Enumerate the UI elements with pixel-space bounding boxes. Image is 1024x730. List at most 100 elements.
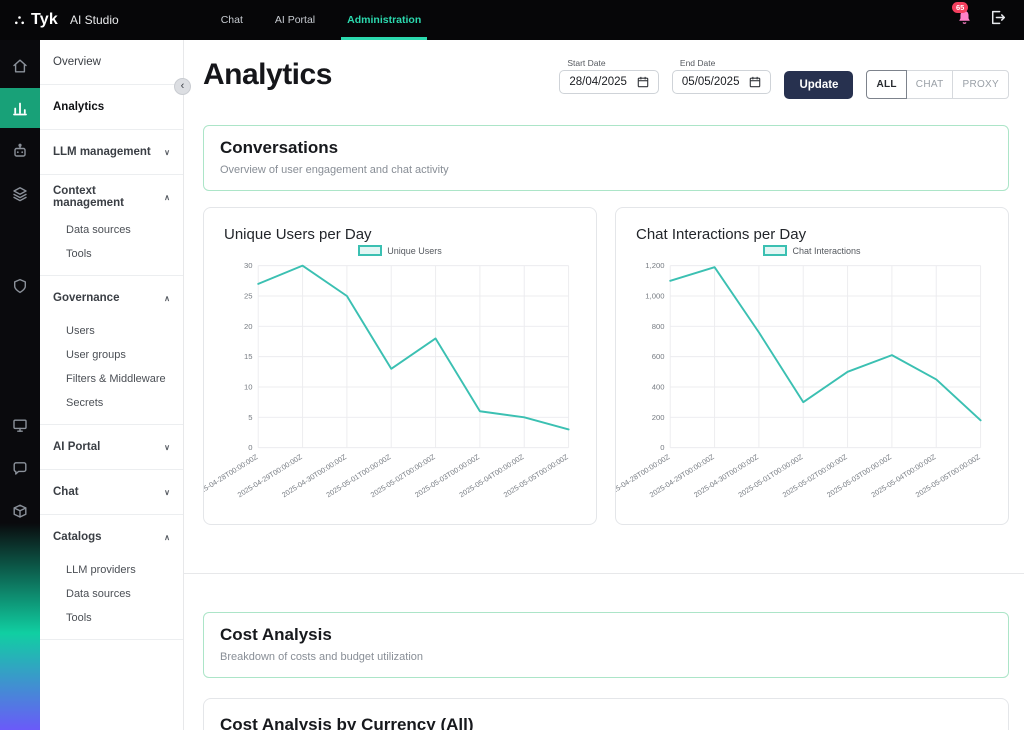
svg-text:5: 5 [248,413,252,422]
end-date-input[interactable]: 05/05/2025 [671,70,772,94]
sidebar-item-llm-providers[interactable]: LLM providers [40,558,183,582]
rail-chat-button[interactable] [0,448,40,488]
conversations-title: Conversations [220,138,339,157]
rail-analytics-button[interactable] [0,88,40,128]
rail-portal-button[interactable] [0,405,40,445]
chart-svg: 0510152025302025-04-28T00:00:00Z2025-04-… [204,261,570,499]
sidebar-group: Overview [40,40,183,85]
analytics-icon [13,102,27,116]
sidebar-item-chat[interactable]: Chat ∨ [40,471,183,513]
cost-currency-title: Cost Analysis by Currency (All) [220,715,474,730]
sidebar-item-user-groups[interactable]: User groups [40,343,183,367]
header-controls: Start Date 28/04/2025 End Date 05/05/202… [559,58,1009,99]
page-header: Analytics Start Date 28/04/2025 End Date… [203,58,1009,99]
sidebar-item-label: AI Portal [53,441,101,453]
home-icon [13,59,27,73]
chart-title: Chat Interactions per Day [636,226,807,243]
filter-segmented: ALL CHAT PROXY [866,70,1009,99]
sidebar-item-tools[interactable]: Tools [40,606,183,630]
sidebar-item-context-management[interactable]: Context management ∧ [40,176,183,218]
sidebar: Overview Analytics LLM management ∨ Context … [40,40,184,730]
sidebar-item-label: Data sources [66,588,131,600]
chevron-down-icon: ∨ [164,147,170,157]
rail-catalogs-button[interactable] [0,491,40,531]
filter-chat-button[interactable]: CHAT [905,70,954,99]
calendar-icon [750,76,761,88]
calendar-icon [637,76,649,88]
legend-swatch [763,245,788,256]
svg-text:10: 10 [244,382,253,391]
svg-text:800: 800 [652,322,665,331]
topbar-right: 65 [952,2,1024,31]
filter-proxy-button[interactable]: PROXY [952,70,1009,99]
sidebar-item-label: Context management [53,185,124,209]
chart-legend[interactable]: Unique Users [218,245,582,256]
sidebar-item-secrets[interactable]: Secrets [40,391,183,415]
svg-text:0: 0 [248,443,252,452]
tab-administration[interactable]: Administration [333,0,435,40]
rail-context-button[interactable] [0,174,40,214]
robot-ai-icon [14,143,26,157]
rail-home-button[interactable] [0,46,40,86]
start-date-label: Start Date [567,58,606,68]
chart-title: Unique Users per Day [224,226,372,243]
sidebar-item-analytics[interactable]: Analytics [40,86,183,128]
brand-text: AI Studio [69,13,119,27]
start-date-input[interactable]: 28/04/2025 [559,70,659,94]
svg-text:0: 0 [660,443,664,452]
sidebar-collapse-button[interactable]: ‹ [174,78,191,95]
sidebar-item-label: Tools [66,612,92,624]
conversations-banner: Conversations Overview of user engagemen… [203,125,1009,191]
sidebar-item-label: Analytics [53,101,105,113]
notifications-button[interactable]: 65 [952,2,973,31]
sidebar-item-catalogs[interactable]: Catalogs ∧ [40,516,183,558]
sidebar-group: Chat ∨ [40,470,183,515]
sidebar-item-tools[interactable]: Tools [40,242,183,266]
sidebar-item-users[interactable]: Users [40,319,183,343]
page-title: Analytics [203,58,332,91]
svg-text:15: 15 [244,352,253,361]
rail-governance-button[interactable] [0,266,40,306]
tyk-logo[interactable]: Tyk AI Studio [0,11,119,29]
cost-analysis-banner: Cost Analysis Breakdown of costs and bud… [203,612,1009,678]
sidebar-item-llm-management[interactable]: LLM management ∨ [40,131,183,173]
notification-badge: 65 [952,2,969,13]
topbar-tabs: Chat AI Portal Administration [207,0,436,40]
rail-llm-button[interactable] [0,131,40,171]
sidebar-item-data-sources[interactable]: Data sources [40,582,183,606]
sidebar-item-label: Governance [53,292,120,304]
sidebar-group: Governance ∧ Users User groups Filters & Mid… [40,276,183,425]
sidebar-item-label: Users [66,325,95,337]
chat-bubble-icon [13,462,27,475]
chevron-down-icon: ∨ [164,487,170,497]
chart-svg: 02004006008001,0001,2002025-04-28T00:00:… [616,261,982,499]
unique-users-line-chart: 0 5 10 15 20 25 30 2025-04-28T00:00:00Z 2025-04-… [204,258,582,507]
sidebar-item-ai-portal[interactable]: AI Portal ∨ [40,426,183,468]
filter-all-button[interactable]: ALL [866,70,907,99]
chat-interactions-chart-card: Chat Interactions per Day Chat Interacti… [615,207,1009,525]
sidebar-item-label: Data sources [66,224,131,236]
sidebar-item-governance[interactable]: Governance ∧ [40,277,183,319]
start-date-group: Start Date 28/04/2025 [559,58,659,94]
legend-swatch [358,245,383,256]
svg-text:400: 400 [652,382,665,391]
sidebar-item-overview[interactable]: Overview [40,41,183,83]
chart-legend[interactable]: Chat Interactions [630,245,994,256]
tab-ai-portal[interactable]: AI Portal [274,14,316,26]
update-button[interactable]: Update [784,71,854,99]
logo-text: Tyk [31,11,58,28]
sidebar-item-data-sources[interactable]: Data sources [40,218,183,242]
end-date-group: End Date 05/05/2025 [671,58,772,94]
layers-icon [13,187,27,202]
logout-icon [991,10,1006,25]
tab-chat[interactable]: Chat [220,14,243,26]
bell-icon [959,10,970,24]
icon-rail [0,40,40,730]
chat-interactions-line-chart: 0 200 400 600 800 1,000 1,200 2025-04-28T00:00:… [616,258,994,507]
logout-button[interactable] [989,9,1006,31]
conversations-subtitle: Overview of user engagement and chat act… [220,164,449,176]
legend-label: Chat Interactions [792,245,861,256]
sidebar-item-label: Secrets [66,397,104,409]
sidebar-item-filters-middleware[interactable]: Filters & Middleware [40,367,183,391]
sidebar-item-label: LLM providers [66,564,136,576]
